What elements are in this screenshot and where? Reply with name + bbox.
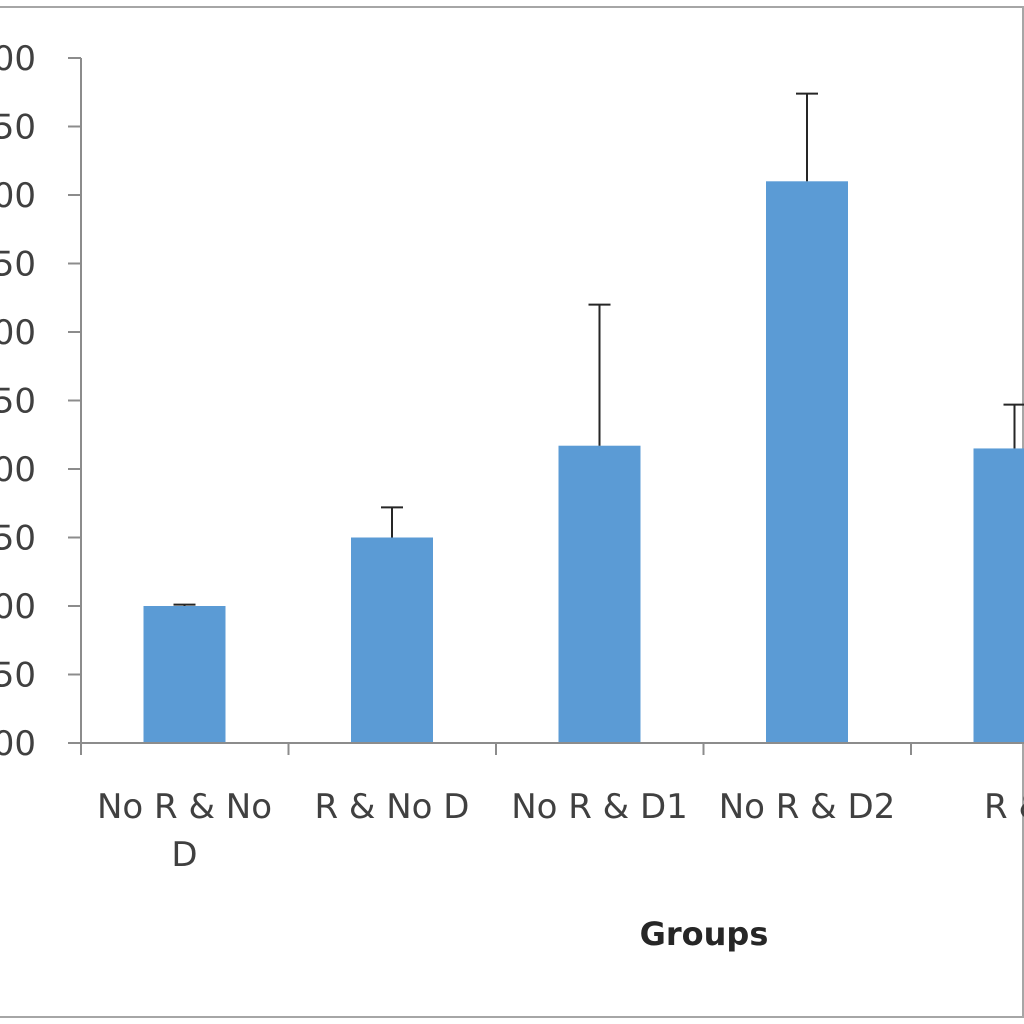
x-tick-label: No R & No D	[97, 787, 272, 875]
y-tick-label: 200	[0, 450, 36, 490]
bar	[558, 445, 641, 743]
y-axis: 000 050 100 150 200 250 300 350 400 450 500	[0, 39, 82, 764]
error-bars	[173, 92, 1024, 606]
x-tick-label: R &	[984, 787, 1024, 827]
x-axis-title: Groups	[640, 915, 769, 953]
y-tick-label: 450	[0, 108, 36, 148]
y-tick-label: 250	[0, 382, 36, 422]
x-tick-label: No R & D1	[511, 787, 688, 827]
y-tick-label: 150	[0, 519, 36, 559]
bar	[766, 181, 848, 744]
x-tick-label: No R & D2	[719, 787, 896, 827]
x-axis	[80, 742, 1024, 755]
y-tick-label: 400	[0, 176, 36, 216]
y-tick-label: 000	[0, 724, 36, 764]
bar	[973, 448, 1024, 743]
x-tick-label: R & No D	[315, 787, 470, 827]
y-tick-label: 300	[0, 313, 36, 353]
y-tick-label: 350	[0, 245, 36, 285]
x-tick-labels: No R & NoD R & No D No R & D1 No R & D2 R &	[97, 787, 1024, 875]
bar	[351, 537, 433, 743]
bars	[143, 181, 1024, 744]
bar	[143, 606, 226, 743]
y-tick-label: 500	[0, 39, 36, 79]
y-tick-label: 050	[0, 656, 36, 696]
y-tick-label: 100	[0, 587, 36, 627]
